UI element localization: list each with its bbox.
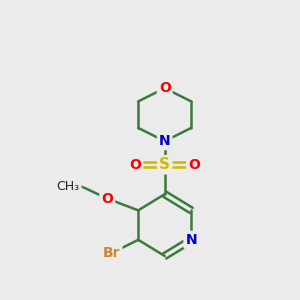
- Text: O: O: [159, 81, 171, 95]
- Text: N: N: [159, 134, 170, 148]
- Text: O: O: [129, 158, 141, 172]
- Text: O: O: [188, 158, 200, 172]
- Text: methoxy: methoxy: [79, 186, 85, 188]
- Text: N: N: [185, 233, 197, 247]
- Text: CH₃: CH₃: [56, 180, 79, 193]
- Text: Br: Br: [103, 246, 121, 260]
- Text: O: O: [101, 192, 113, 206]
- Text: S: S: [159, 157, 170, 172]
